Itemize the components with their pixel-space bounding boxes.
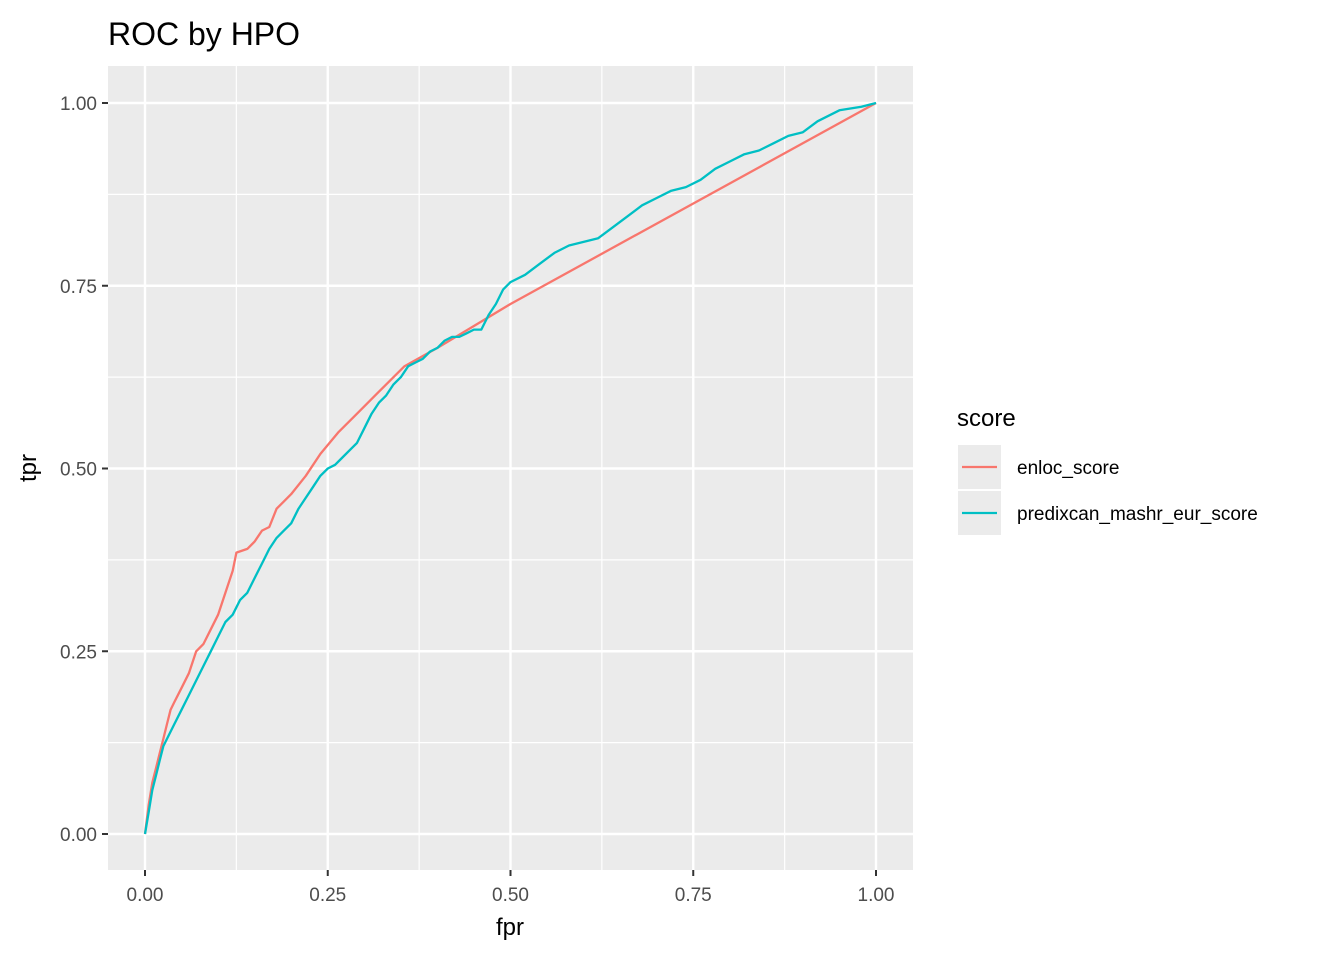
series-lines: [143, 101, 877, 835]
x-tick-label: 0.75: [675, 885, 712, 906]
x-tick-label: 1.00: [858, 885, 895, 906]
y-tick-label: 0.00: [60, 825, 97, 846]
y-axis-ticks: 0.00 0.25 0.50 0.75 1.00: [60, 94, 108, 846]
chart-title: ROC by HPO: [108, 16, 300, 52]
legend-label: enloc_score: [1017, 458, 1119, 479]
x-axis-title: fpr: [496, 914, 524, 941]
legend-title: score: [957, 405, 1016, 432]
x-tick-label: 0.50: [492, 885, 529, 906]
y-tick-label: 0.50: [60, 460, 97, 481]
x-tick-label: 0.25: [309, 885, 346, 906]
y-tick-label: 1.00: [60, 94, 97, 115]
y-tick-label: 0.25: [60, 642, 97, 663]
legend: score enloc_score predixcan_mashr_eur_sco…: [957, 405, 1258, 535]
x-tick-label: 0.00: [127, 885, 164, 906]
x-axis-ticks: 0.00 0.25 0.50 0.75 1.00: [127, 870, 895, 906]
legend-items: enloc_score predixcan_mashr_eur_score: [958, 445, 1258, 535]
y-tick-label: 0.75: [60, 277, 97, 298]
y-axis-title: tpr: [15, 454, 42, 482]
legend-label: predixcan_mashr_eur_score: [1017, 504, 1258, 525]
series-line-predixcan-mashr-eur-score: [143, 101, 877, 835]
series-line-enloc-score: [143, 101, 877, 835]
